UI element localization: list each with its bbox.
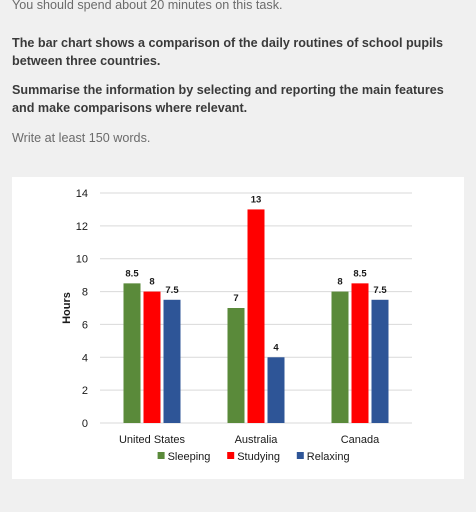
legend-swatch xyxy=(157,452,165,459)
legend-label: Relaxing xyxy=(307,451,350,463)
data-label: 8.5 xyxy=(125,268,139,279)
x-category-label: Canada xyxy=(341,434,380,446)
bar-chart: 0 2 4 6 8 10 12 14 Hours 8.5 8 7.5 United States 7 13 4… xyxy=(12,177,464,479)
bar xyxy=(267,357,285,423)
x-category-label: United States xyxy=(119,434,186,446)
x-category-label: Australia xyxy=(235,434,279,446)
bar xyxy=(163,299,181,423)
y-tick-label: 2 xyxy=(82,385,88,397)
data-label: 7.5 xyxy=(373,285,387,296)
data-label: 8 xyxy=(149,277,154,288)
y-tick-label: 8 xyxy=(82,287,88,299)
y-tick-label: 4 xyxy=(82,352,88,364)
data-label: 13 xyxy=(251,194,262,205)
y-tick-label: 12 xyxy=(76,221,88,233)
bar xyxy=(371,299,389,423)
bar xyxy=(351,283,369,423)
chart-svg: 0 2 4 6 8 10 12 14 Hours 8.5 8 7.5 United States 7 13 4… xyxy=(61,188,412,463)
word-count-note: Write at least 150 words. xyxy=(12,131,151,145)
task-instructions: Summarise the information by selecting a… xyxy=(12,83,444,115)
data-label: 8.5 xyxy=(353,268,367,279)
legend-label: Studying xyxy=(237,451,280,463)
legend-swatch xyxy=(296,452,304,459)
y-tick-label: 14 xyxy=(76,188,88,200)
bar xyxy=(123,283,141,423)
legend-label: Sleeping xyxy=(168,451,211,463)
y-tick-label: 0 xyxy=(82,418,88,430)
y-axis-label: Hours xyxy=(61,292,73,324)
data-label: 4 xyxy=(273,342,279,353)
data-label: 8 xyxy=(337,277,342,288)
time-note: You should spend about 20 minutes on thi… xyxy=(12,0,283,12)
legend-swatch xyxy=(227,452,235,459)
task-description: The bar chart shows a comparison of the … xyxy=(12,36,444,68)
y-tick-label: 10 xyxy=(76,254,88,266)
data-label: 7 xyxy=(233,293,238,304)
bar xyxy=(143,291,161,423)
bar xyxy=(247,209,265,423)
data-label: 7.5 xyxy=(165,285,179,296)
bar xyxy=(331,291,349,423)
y-tick-label: 6 xyxy=(82,319,88,331)
bar xyxy=(227,308,245,423)
